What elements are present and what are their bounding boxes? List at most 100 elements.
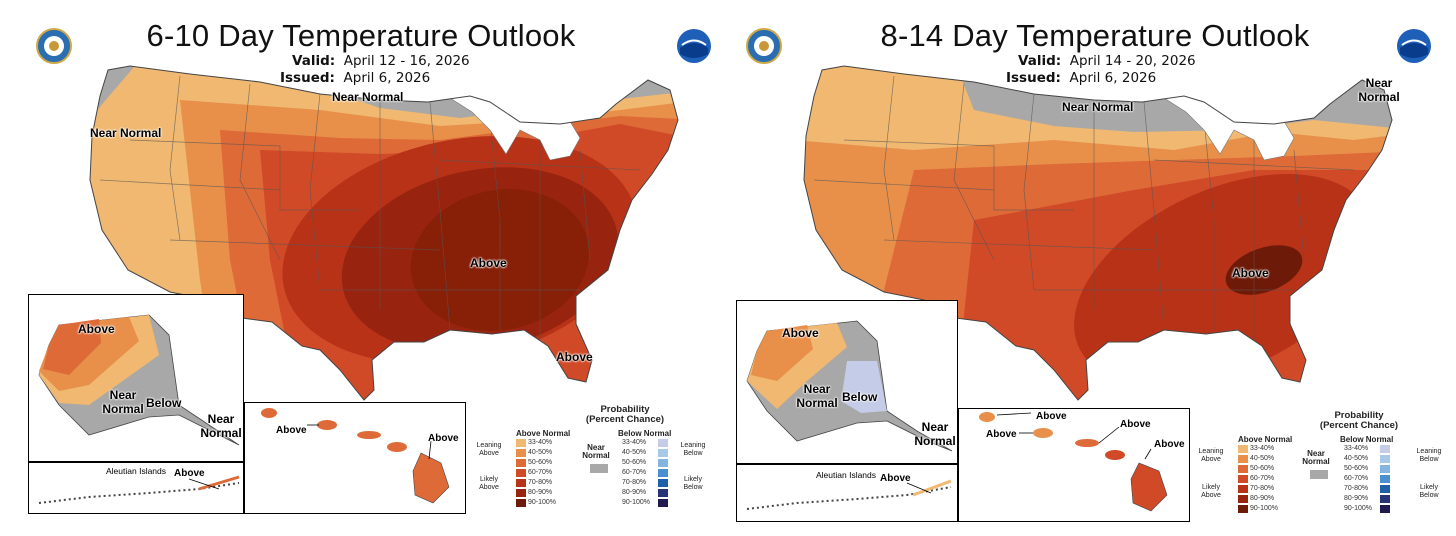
legend-swatch-above-40 (516, 449, 526, 457)
legend-swatch-below-90 (658, 499, 668, 507)
page-title: 8-14 Day Temperature Outlook (880, 18, 1310, 53)
legend-swatch-above-50 (1238, 465, 1248, 473)
legend: Probability (Percent Chance) Above Norma… (1194, 410, 1456, 520)
legend-range-above-70: 70-80% (1250, 485, 1275, 492)
doc-seal-icon (36, 28, 72, 64)
legend-swatch-above-50 (516, 459, 526, 467)
hawaii-map (979, 412, 1168, 512)
legend-range-below-33: 33-40% (622, 439, 647, 446)
legend-range-below-40: 40-50% (622, 449, 647, 456)
legend-leaning-below: Leaning Below (1416, 448, 1442, 463)
legend-range-below-80: 80-90% (1344, 495, 1369, 502)
legend-swatch-below-33 (658, 439, 668, 447)
hi-label-above-3: Above (1120, 419, 1151, 430)
alaska-map (38, 314, 240, 446)
legend-range-below-70: 70-80% (622, 479, 647, 486)
legend-swatch-above-80 (516, 489, 526, 497)
legend-range-below-80: 80-90% (622, 489, 647, 496)
legend-range-above-90: 90-100% (1250, 505, 1279, 512)
legend-swatch-below-60 (1380, 475, 1390, 483)
aleutians-above: Above (174, 468, 205, 479)
legend-swatch-above-80 (1238, 495, 1248, 503)
legend-range-below-50: 50-60% (1344, 465, 1369, 472)
legend-swatch-below-50 (1380, 465, 1390, 473)
ak-label-near-normal: Near Normal (102, 388, 144, 416)
hi-label-above: Above (276, 425, 307, 436)
legend-likely-above: Likely Above (479, 476, 499, 491)
legend-swatch-near (1310, 470, 1328, 479)
legend-swatch-near (590, 464, 608, 473)
legend-swatch-below-40 (658, 449, 668, 457)
legend-likely-below: Likely Below (683, 476, 703, 491)
hi-label-above-2: Above (986, 429, 1017, 440)
region-80-90 (1225, 245, 1303, 295)
legend-title: Probability (1334, 410, 1384, 421)
ak-label-near-normal-se: Near Normal (914, 420, 956, 448)
legend-range-above-50: 50-60% (528, 459, 553, 466)
legend-likely-above: Likely Above (1201, 484, 1221, 499)
legend-swatch-above-90 (516, 499, 526, 507)
legend-leaning-above: Leaning Above (1198, 448, 1224, 463)
ak-label-near-normal-se: Near Normal (200, 412, 242, 440)
hawaii-map (261, 408, 450, 504)
legend: Probability (Percent Chance) Above Norma… (470, 404, 720, 514)
legend-range-above-33: 33-40% (1250, 445, 1275, 452)
legend-near-normal: Near Normal (582, 443, 610, 460)
legend-swatch-below-33 (1380, 445, 1390, 453)
legend-leaning-above: Leaning Above (476, 442, 502, 457)
legend-range-above-90: 90-100% (528, 499, 557, 506)
ak-label-above: Above (78, 322, 115, 336)
ak-mid (751, 325, 813, 381)
legend-range-above-80: 80-90% (528, 489, 553, 496)
legend-swatch-below-90 (1380, 505, 1390, 513)
label-above-main: Above (470, 256, 507, 270)
aleutians-inset (28, 462, 244, 514)
legend-swatch-above-33 (1238, 445, 1248, 453)
ak-label-below: Below (842, 390, 878, 404)
legend-swatch-above-70 (1238, 485, 1248, 493)
legend-range-below-90: 90-100% (1344, 505, 1373, 512)
label-near-normal-north: Near Normal (332, 90, 404, 104)
legend-range-above-33: 33-40% (528, 439, 553, 446)
legend-range-below-33: 33-40% (1344, 445, 1369, 452)
alaska-map (746, 320, 953, 452)
legend-likely-below: Likely Below (1419, 484, 1439, 499)
legend-swatch-above-33 (516, 439, 526, 447)
legend-swatch-above-60 (1238, 475, 1248, 483)
legend-range-above-40: 40-50% (1250, 455, 1275, 462)
legend-above-head: Above Normal (1238, 435, 1293, 444)
legend-range-below-60: 60-70% (622, 469, 647, 476)
aleutians-title: Aleutian Islands (816, 470, 877, 480)
legend-swatch-below-80 (658, 489, 668, 497)
legend-swatch-above-40 (1238, 455, 1248, 463)
legend-swatch-above-90 (1238, 505, 1248, 513)
legend-range-above-70: 70-80% (528, 479, 553, 486)
legend-above-head: Above Normal (516, 429, 571, 438)
hawaii-inset (244, 402, 466, 514)
legend-range-below-60: 60-70% (1344, 475, 1369, 482)
legend-title: Probability (600, 404, 650, 415)
legend-range-above-60: 60-70% (528, 469, 553, 476)
ak-dark (43, 319, 101, 375)
ak-label-above: Above (782, 326, 819, 340)
legend-swatch-above-60 (516, 469, 526, 477)
legend-swatch-below-70 (658, 479, 668, 487)
doc-seal-icon (746, 28, 782, 64)
legend-subtitle: (Percent Chance) (585, 414, 665, 425)
legend-range-below-50: 50-60% (622, 459, 647, 466)
aleutians-inset (736, 464, 958, 522)
legend-near-normal: Near Normal (1302, 449, 1330, 466)
aleutians-above: Above (880, 473, 911, 484)
legend-range-above-40: 40-50% (528, 449, 553, 456)
legend-swatch-above-70 (516, 479, 526, 487)
label-near-normal-ne: Near Normal (1358, 76, 1400, 104)
label-above-main: Above (1232, 266, 1269, 280)
legend-subtitle: (Percent Chance) (1319, 420, 1399, 431)
legend-range-below-40: 40-50% (1344, 455, 1369, 462)
ak-below (841, 361, 887, 413)
aleutians-map (38, 475, 240, 504)
hi-label-above-1: Above (1036, 411, 1067, 422)
issued-line: Issued: April 6, 2026 (280, 70, 431, 86)
alaska-inset (736, 300, 958, 464)
outlook-panel-6-10: 6-10 Day Temperature Outlook Valid: Apri… (0, 0, 722, 536)
